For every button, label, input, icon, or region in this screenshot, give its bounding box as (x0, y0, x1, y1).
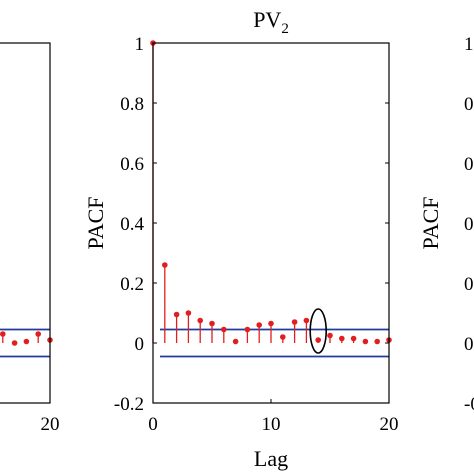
right-y-tick-label: 0.8 (464, 94, 474, 115)
stem-marker (197, 317, 203, 324)
right-y-tick-label: 0.4 (464, 214, 474, 235)
right-y-tick-label: 1 (464, 34, 474, 55)
right-y-tick-label: 0.2 (464, 274, 474, 295)
left-stem-marker (35, 331, 41, 337)
highlight-ellipse (309, 308, 328, 354)
stem-marker (256, 322, 263, 328)
left-stem-marker (0, 331, 6, 337)
stem-marker (209, 320, 215, 327)
stem-marker (291, 319, 298, 325)
left-panel: 20 (0, 42, 60, 435)
stem-marker (280, 334, 286, 340)
chart-title-main: PV (253, 7, 281, 32)
stem-marker (303, 317, 310, 324)
y-tick-label: 0.6 (120, 154, 144, 175)
confidence-bounds (160, 328, 389, 358)
chart-title: PV2 (253, 7, 289, 37)
right-y-tick-label: 0.6 (464, 154, 474, 175)
right-panel: PACF 1 0.8 0.6 0.4 0.2 0 -0.2 (418, 34, 474, 415)
pacf-stems (150, 40, 392, 345)
center-y-ticks: -0.2 0 0.2 0.4 0.6 0.8 1 (114, 34, 389, 415)
y-tick-label: -0.2 (114, 394, 144, 415)
stem-marker (362, 338, 369, 345)
center-x-ticks: 0 10 20 (148, 399, 399, 435)
y-tick-label: 0 (135, 334, 145, 355)
x-axis-label: Lag (254, 446, 288, 471)
stem-marker (244, 326, 251, 333)
y-tick-label: 1 (135, 34, 145, 55)
stem-marker (374, 338, 381, 345)
x-tick-label: 0 (148, 414, 158, 435)
x-tick-label: 20 (380, 414, 399, 435)
left-axes-box (0, 42, 51, 404)
y-axis-label: PACF (83, 196, 108, 249)
chart-title-subscript: 2 (281, 21, 289, 37)
y-tick-label: 0.2 (120, 274, 144, 295)
y-tick-label: 0.8 (120, 94, 144, 115)
stem-marker (173, 311, 180, 318)
stem-marker (162, 262, 168, 268)
stem-marker (232, 338, 239, 345)
right-y-axis-label: PACF (418, 196, 443, 249)
left-x-tick-20: 20 (41, 414, 60, 435)
x-tick-label: 10 (262, 414, 281, 435)
y-tick-label: 0.4 (120, 214, 144, 235)
left-stems (0, 331, 53, 346)
stem-marker (268, 320, 274, 327)
left-stem-marker (23, 338, 30, 345)
right-y-tick-label: 0 (464, 334, 474, 355)
stem-marker (327, 332, 333, 339)
stem-marker (339, 335, 345, 342)
stem-marker (185, 310, 192, 316)
right-y-tick-label: -0.2 (464, 394, 474, 415)
stem-marker (315, 337, 322, 343)
left-stem-marker (11, 340, 18, 346)
center-panel: PV2 -0.200.20.40.60.81 0 10 20 PACF Lag (83, 7, 399, 471)
center-axes-box (152, 42, 390, 404)
stem-marker (221, 326, 227, 333)
stem-marker (350, 335, 357, 342)
right-y-ticks: 1 0.8 0.6 0.4 0.2 0 -0.2 (464, 34, 474, 415)
